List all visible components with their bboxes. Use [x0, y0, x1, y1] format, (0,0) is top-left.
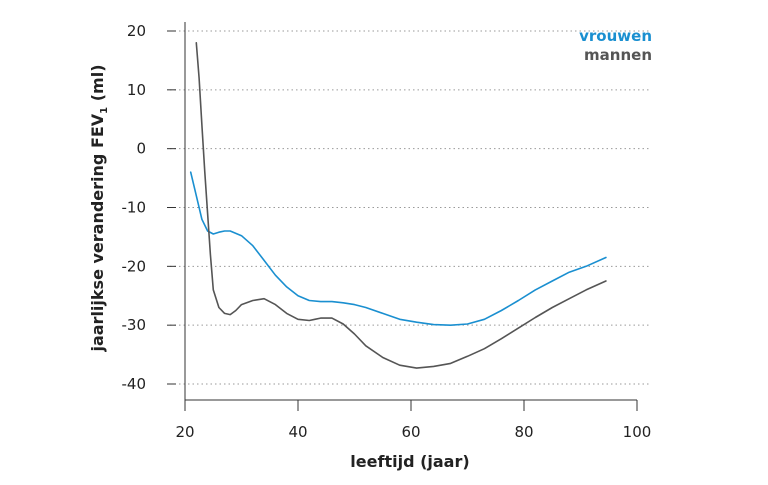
axes: [184, 22, 637, 401]
y-tick-label: 10: [127, 81, 146, 99]
y-axis-title-main: jaarlijkse verandering FEV: [88, 113, 107, 352]
y-axis-title-subscript: 1: [99, 107, 110, 114]
y-ticks: 20 10 0 -10 -20 -30 -40: [122, 22, 176, 393]
x-tick-label: 100: [623, 423, 652, 441]
y-tick-label: 0: [136, 140, 146, 158]
y-tick-label: -10: [122, 199, 147, 217]
x-tick-label: 60: [401, 423, 420, 441]
grid-lines: [170, 30, 650, 385]
legend-label-vrouwen: vrouwen: [579, 27, 652, 45]
series-lines: [189, 41, 607, 369]
x-ticks: 20 40 60 80 100: [175, 400, 651, 441]
series-line-vrouwen: [189, 171, 607, 327]
x-tick-label: 40: [288, 423, 307, 441]
y-tick-label: 20: [127, 22, 146, 40]
x-tick-label: 80: [514, 423, 533, 441]
legend-label-mannen: mannen: [584, 46, 652, 64]
series-line-mannen: [195, 41, 607, 369]
y-axis-title-unit: (ml): [88, 64, 107, 106]
x-axis-title: leeftijd (jaar): [350, 452, 469, 471]
y-tick-label: -30: [122, 316, 147, 334]
x-tick-label: 20: [175, 423, 194, 441]
y-tick-label: -20: [122, 257, 147, 275]
y-tick-label: -40: [122, 375, 147, 393]
y-axis-title: jaarlijkse verandering FEV1 (ml): [88, 64, 110, 352]
